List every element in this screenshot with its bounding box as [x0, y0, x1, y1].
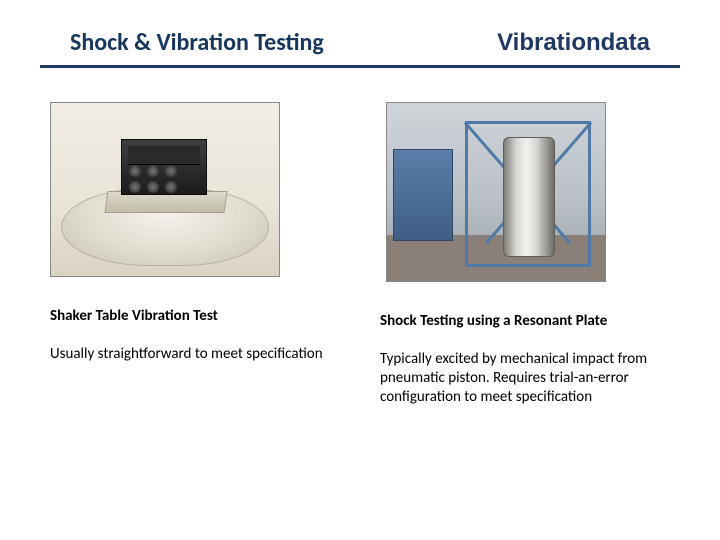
- content-row: Shaker Table Vibration Test Usually stra…: [40, 102, 680, 406]
- brand-logo-text: Vibrationdata: [497, 29, 650, 57]
- right-column: Shock Testing using a Resonant Plate Typ…: [380, 102, 670, 406]
- left-column: Shaker Table Vibration Test Usually stra…: [50, 102, 340, 406]
- resonant-plate-image: [386, 102, 606, 282]
- left-description: Usually straightforward to meet specific…: [50, 345, 340, 364]
- slide-header: Shock & Vibration Testing Vibrationdata: [40, 28, 680, 68]
- right-description: Typically excited by mechanical impact f…: [380, 350, 670, 406]
- left-caption: Shaker Table Vibration Test: [50, 307, 340, 325]
- slide-title: Shock & Vibration Testing: [70, 28, 324, 57]
- right-caption: Shock Testing using a Resonant Plate: [380, 312, 670, 330]
- shaker-table-image: [50, 102, 280, 277]
- slide: Shock & Vibration Testing Vibrationdata …: [0, 0, 720, 540]
